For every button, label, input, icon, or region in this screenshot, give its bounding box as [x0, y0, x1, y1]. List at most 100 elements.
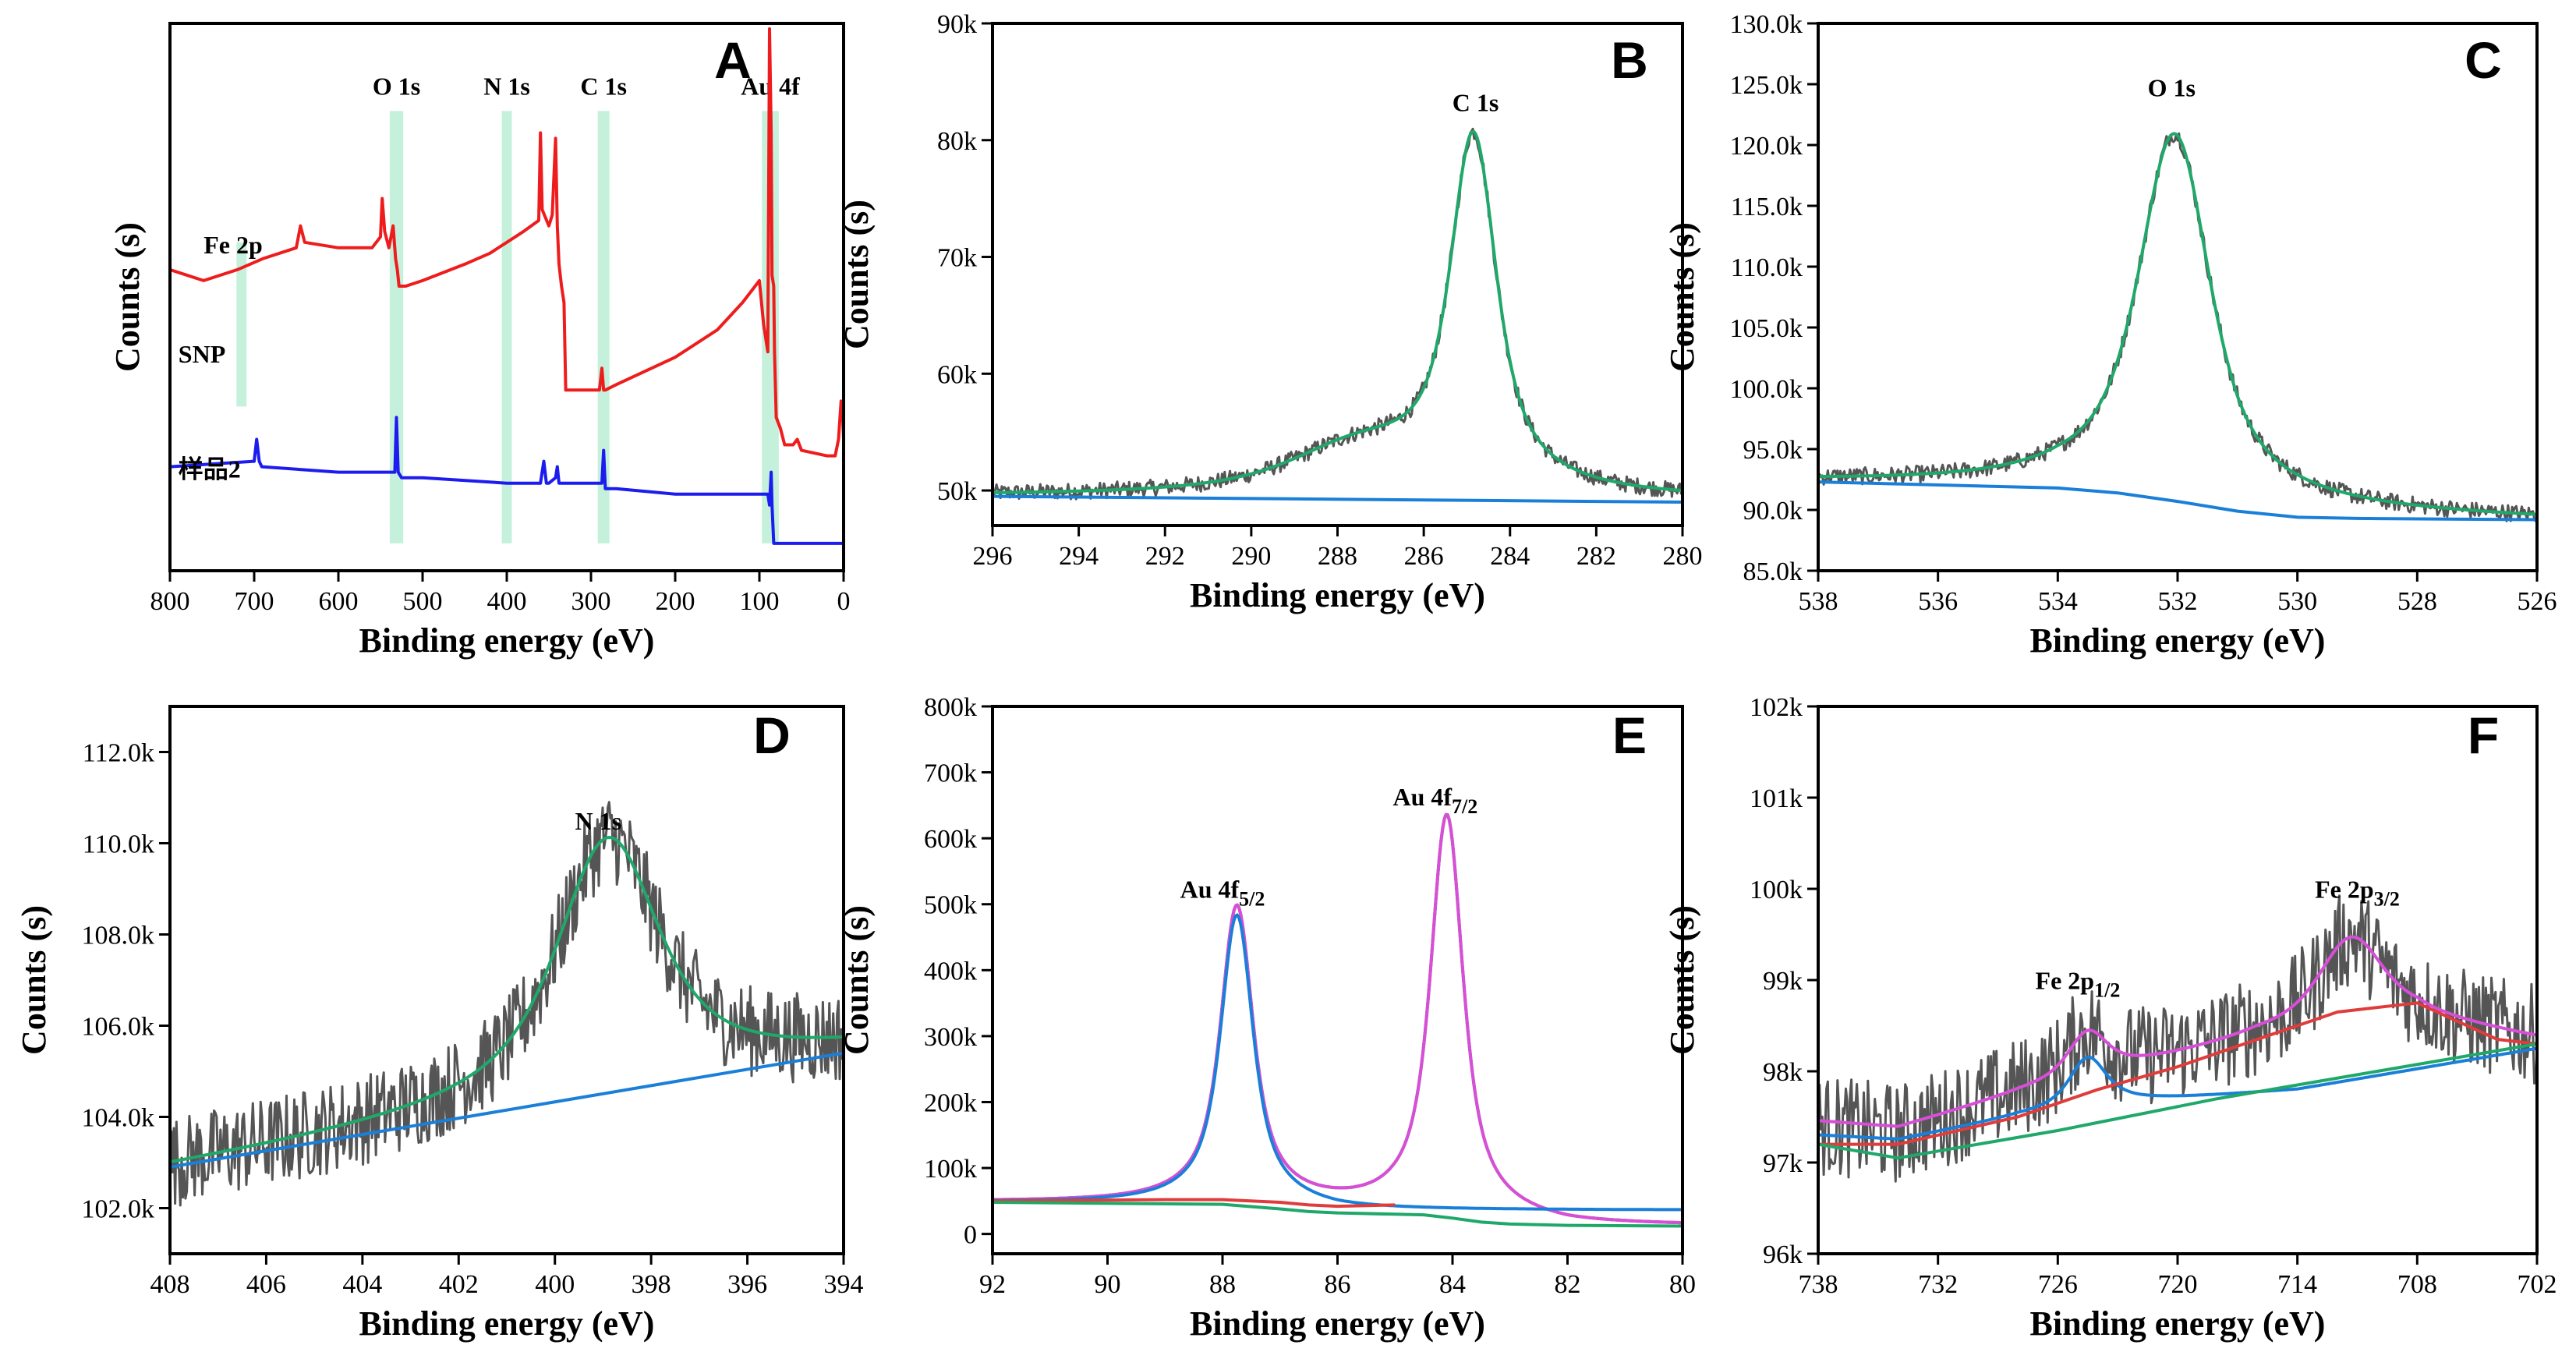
x-tick-label: 708	[2397, 1270, 2437, 1299]
x-tick-label: 732	[1918, 1270, 1958, 1299]
y-tick-label: 95.0k	[1743, 436, 1803, 465]
y-tick-label: 400k	[924, 957, 977, 986]
series-d-2	[170, 1051, 844, 1169]
series-e-0	[993, 812, 1683, 1225]
band-label: Fe 2p	[203, 231, 263, 259]
peak-annotation: Fe 2p1/2	[2036, 967, 2121, 1002]
y-tick-label: 130.0k	[1730, 10, 1803, 39]
peak-annotation-main: Au 4f	[1392, 783, 1452, 811]
series-f-4	[1818, 1042, 2537, 1160]
series-f-1	[1818, 935, 2537, 1128]
x-tick-label: 600	[319, 587, 359, 616]
y-tick-label: 102.0k	[82, 1195, 155, 1224]
x-tick-label: 88	[1209, 1270, 1236, 1299]
y-tick-label: 97k	[1763, 1149, 1803, 1178]
y-tick-label: 700k	[924, 759, 977, 788]
panel-letter: D	[753, 706, 791, 764]
x-tick-label: 800	[150, 587, 190, 616]
peak-annotation: Au 4f7/2	[1392, 783, 1477, 818]
y-tick-label: 104.0k	[82, 1104, 155, 1133]
panel-d: N 1s 408 406 404 402 400 398 396 394 102.0k 104.0k…	[15, 705, 864, 1343]
band-a-0	[236, 242, 247, 407]
band-label: O 1s	[373, 72, 420, 100]
series-a-1	[170, 416, 844, 545]
x-tick-label: 400	[535, 1270, 575, 1299]
y-tick-label: 101k	[1750, 784, 1803, 813]
x-tick-label: 284	[1490, 542, 1530, 571]
series-d-0	[170, 801, 844, 1207]
y-tick-label: 90k	[937, 10, 977, 39]
x-tick-label: 292	[1145, 542, 1185, 571]
y-tick-label: 106.0k	[82, 1013, 155, 1042]
x-tick-label: 538	[1799, 587, 1838, 616]
x-tick-label: 406	[246, 1270, 286, 1299]
band-a-1	[389, 111, 404, 543]
x-tick-label: 200	[656, 587, 695, 616]
y-tick-label: 110.0k	[83, 830, 154, 859]
x-tick-label: 396	[727, 1270, 767, 1299]
x-tick-label: 530	[2277, 587, 2317, 616]
x-tick-label: 290	[1231, 542, 1271, 571]
x-tick-label: 738	[1799, 1270, 1838, 1299]
x-tick-label: 700	[235, 587, 274, 616]
series-e-2	[993, 913, 1683, 1212]
x-tick-label: 86	[1325, 1270, 1351, 1299]
peak-annotation-main: Fe 2p	[2036, 967, 2095, 995]
peak-annotation-main: C 1s	[1453, 88, 1499, 116]
y-tick-label: 85.0k	[1743, 557, 1803, 586]
axis-frame	[991, 705, 1684, 1255]
x-axis-title: Binding energy (eV)	[2030, 621, 2326, 660]
band-label: C 1s	[580, 72, 627, 100]
y-tick-label: 96k	[1763, 1240, 1803, 1269]
y-tick-label: 112.0k	[83, 739, 154, 768]
series-a-0	[170, 27, 844, 458]
panel-letter: C	[2465, 31, 2502, 89]
x-tick-label: 398	[632, 1270, 671, 1299]
x-tick-label: 300	[571, 587, 611, 616]
x-tick-label: 286	[1404, 542, 1444, 571]
y-tick-label: 200k	[924, 1088, 977, 1117]
x-tick-label: 726	[2038, 1270, 2078, 1299]
peak-annotation: Fe 2p3/2	[2315, 876, 2400, 911]
y-tick-label: 80k	[937, 127, 977, 156]
x-tick-label: 532	[2158, 587, 2198, 616]
band-a-3	[597, 111, 610, 543]
y-tick-label: 50k	[937, 477, 977, 506]
panel-letter: E	[1612, 706, 1647, 764]
peak-annotation-sub: 5/2	[1239, 887, 1265, 910]
y-tick-label: 60k	[937, 360, 977, 389]
x-tick-label: 294	[1059, 542, 1099, 571]
x-tick-label: 282	[1576, 542, 1616, 571]
y-tick-label: 500k	[924, 891, 977, 920]
series-e-1	[993, 812, 1683, 1225]
axis-frame	[991, 22, 1684, 527]
y-tick-label: 800k	[924, 693, 977, 722]
peak-annotation: C 1s	[1453, 88, 1499, 116]
y-tick-label: 105.0k	[1730, 314, 1803, 343]
y-tick-label: 125.0k	[1730, 71, 1803, 100]
peak-annotation-sub: 1/2	[2094, 979, 2120, 1002]
x-tick-label: 288	[1318, 542, 1357, 571]
x-tick-label: 528	[2397, 587, 2437, 616]
y-tick-label: 110.0k	[1731, 253, 1803, 282]
x-tick-label: 526	[2518, 587, 2557, 616]
panel-b: C 1s 296 294 292 290 288 286 284 282 280 50k 60k 70k…	[837, 10, 1703, 614]
x-axis-title: Binding energy (eV)	[1190, 1304, 1485, 1343]
y-axis-title: Counts (s)	[108, 222, 147, 372]
axis-frame	[168, 705, 845, 1255]
series-b-1	[993, 129, 1683, 494]
y-tick-label: 600k	[924, 825, 977, 854]
y-axis-title: Counts (s)	[837, 200, 876, 349]
peak-annotation: O 1s	[2148, 74, 2196, 102]
series-f-2	[1818, 1046, 2537, 1141]
series-c-1	[1818, 132, 2537, 516]
peak-annotation-main: Au 4f	[1180, 875, 1240, 903]
band-label: N 1s	[483, 72, 530, 100]
x-axis-title: Binding energy (eV)	[359, 621, 655, 660]
panel-letter: F	[2468, 706, 2499, 764]
x-tick-label: 296	[973, 542, 1013, 571]
peak-annotation-main: Fe 2p	[2315, 876, 2374, 904]
x-tick-label: 100	[740, 587, 780, 616]
